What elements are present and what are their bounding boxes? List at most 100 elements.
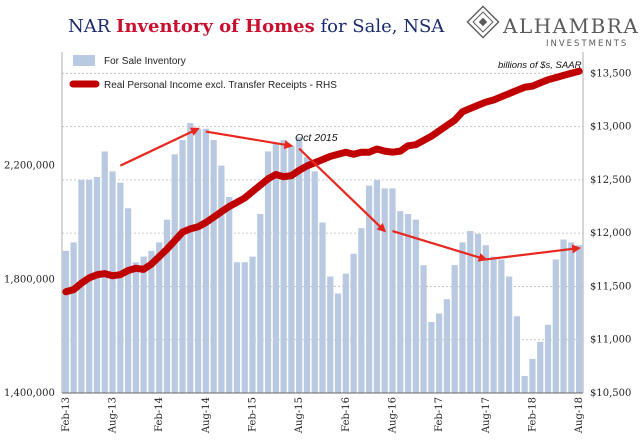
x-tick-label: Aug-13 <box>108 397 119 434</box>
bar-Apr-16 <box>358 228 365 393</box>
bar-Mar-18 <box>537 341 544 393</box>
logo-diamond-icon <box>466 5 500 39</box>
legend-label-inventory: For Sale Inventory <box>104 56 186 67</box>
bar-Apr-18 <box>544 324 552 393</box>
y-right-tick-labels: $10,500 $11,000 $11,500 $12,000 $12,500 $13,0… <box>590 68 631 399</box>
bar-Apr-14 <box>171 154 178 393</box>
bar-Aug-14 <box>202 128 209 393</box>
y-left-tick-labels: 1,400,000 1,800,000 2,200,000 <box>4 161 55 399</box>
y-right-tick-label: $11,500 <box>590 281 631 292</box>
x-tick-label: Aug-15 <box>294 397 305 434</box>
x-tick-label: Feb-18 <box>527 397 538 432</box>
trend-arrows <box>119 127 582 262</box>
bar-Dec-14 <box>233 262 241 393</box>
trend-arrow-1 <box>119 127 200 167</box>
bar-Oct-16 <box>404 213 412 393</box>
bar-Mar-17 <box>443 299 451 393</box>
trend-arrow-2 <box>205 130 294 150</box>
y-right-tick-label: $10,500 <box>590 388 631 399</box>
bar-Jan-14 <box>148 250 155 393</box>
bar-Jun-15 <box>280 140 287 393</box>
x-tick-label: Feb-16 <box>341 397 352 432</box>
x-tick-label: Feb-13 <box>61 397 72 432</box>
x-tick-label: Aug-14 <box>201 397 212 434</box>
legend: For Sale Inventory Real Personal Income … <box>69 55 337 91</box>
y-left-tick-label: 2,200,000 <box>4 161 55 172</box>
bar-Jul-15 <box>288 145 295 393</box>
bar-May-17 <box>459 242 466 393</box>
bar-Nov-17 <box>506 276 513 393</box>
bar-May-16 <box>366 185 373 393</box>
bar-Nov-16 <box>412 219 419 393</box>
bar-Jul-14 <box>194 128 202 393</box>
bar-Apr-15 <box>264 151 272 393</box>
chart-title: NAR Inventory of Homes for Sale, NSA <box>68 16 445 37</box>
bar-Jun-17 <box>467 231 474 393</box>
y-right-tick-label: $11,000 <box>590 335 631 346</box>
x-tick-label: Aug-17 <box>481 397 492 434</box>
bar-Jan-18 <box>521 375 528 393</box>
annotation-oct-2015: Oct 2015 <box>295 132 338 144</box>
bar-Jun-18 <box>560 239 567 393</box>
bar-Sep-16 <box>397 211 404 393</box>
bar-Sep-15 <box>303 157 311 393</box>
trend-arrow-3 <box>298 147 387 233</box>
bar-May-13 <box>86 179 93 393</box>
y-right-tick-label: $13,000 <box>590 122 631 133</box>
bar-Jul-16 <box>381 188 388 393</box>
y-right-tick-label: $12,000 <box>590 228 631 239</box>
bar-Nov-15 <box>319 222 326 393</box>
bar-Feb-14 <box>156 242 163 393</box>
bar-Aug-15 <box>296 137 303 393</box>
bar-May-18 <box>552 259 559 393</box>
y-right-tick-label: $13,500 <box>590 68 631 79</box>
bar-Dec-13 <box>140 256 147 393</box>
bar-Aug-18 <box>576 245 583 393</box>
line-series-income <box>62 67 583 296</box>
bar-Apr-17 <box>451 265 458 393</box>
bar-Oct-15 <box>311 171 318 393</box>
title-part-2: Inventory of Homes <box>116 16 315 37</box>
bar-Mar-15 <box>257 213 264 393</box>
bar-Dec-17 <box>513 316 521 393</box>
bar-Feb-16 <box>342 273 349 393</box>
bar-Feb-15 <box>249 256 256 393</box>
bar-Oct-14 <box>218 165 225 393</box>
bar-Oct-17 <box>498 259 505 393</box>
bar-May-15 <box>272 142 279 393</box>
bar-Nov-14 <box>226 196 233 393</box>
bar-May-14 <box>179 140 186 393</box>
x-tick-label: Feb-15 <box>248 397 259 432</box>
bar-Aug-16 <box>389 188 396 393</box>
bar-Feb-17 <box>436 313 443 393</box>
legend-label-income: Real Personal Income excl. Transfer Rece… <box>104 80 337 91</box>
title-part-1: NAR <box>68 16 116 37</box>
bar-Feb-18 <box>529 358 536 393</box>
bar-Sep-17 <box>490 256 497 393</box>
y-left-tick-label: 1,400,000 <box>4 388 55 399</box>
bar-Dec-15 <box>327 276 334 393</box>
right-axis-unit-label: billions of $s, SAAR <box>498 60 582 71</box>
bar-Jan-16 <box>334 293 342 393</box>
title-part-3: for Sale, NSA <box>315 16 446 37</box>
bar-Feb-13 <box>62 250 69 393</box>
bar-Jul-17 <box>474 233 482 393</box>
y-left-tick-label: 1,800,000 <box>4 274 55 285</box>
x-tick-labels: Feb-13 Aug-13 Feb-14 Aug-14 Feb-15 Aug-15 Feb-… <box>61 397 585 434</box>
bar-Mar-16 <box>350 253 357 393</box>
bar-Oct-13 <box>124 208 132 393</box>
bar-Jun-16 <box>373 179 381 393</box>
bar-Aug-17 <box>482 245 489 393</box>
x-tick-label: Aug-18 <box>574 397 585 434</box>
bar-Jul-18 <box>568 242 575 393</box>
bar-Dec-16 <box>420 265 427 393</box>
bar-Nov-13 <box>132 262 139 393</box>
bar-Jun-14 <box>187 123 194 394</box>
bar-Mar-13 <box>70 242 77 393</box>
bar-Jan-17 <box>428 321 435 393</box>
x-tick-label: Feb-14 <box>154 397 165 432</box>
trend-arrow-5 <box>485 244 582 261</box>
bar-Jun-13 <box>93 177 101 393</box>
x-tick-label: Aug-16 <box>387 397 398 434</box>
